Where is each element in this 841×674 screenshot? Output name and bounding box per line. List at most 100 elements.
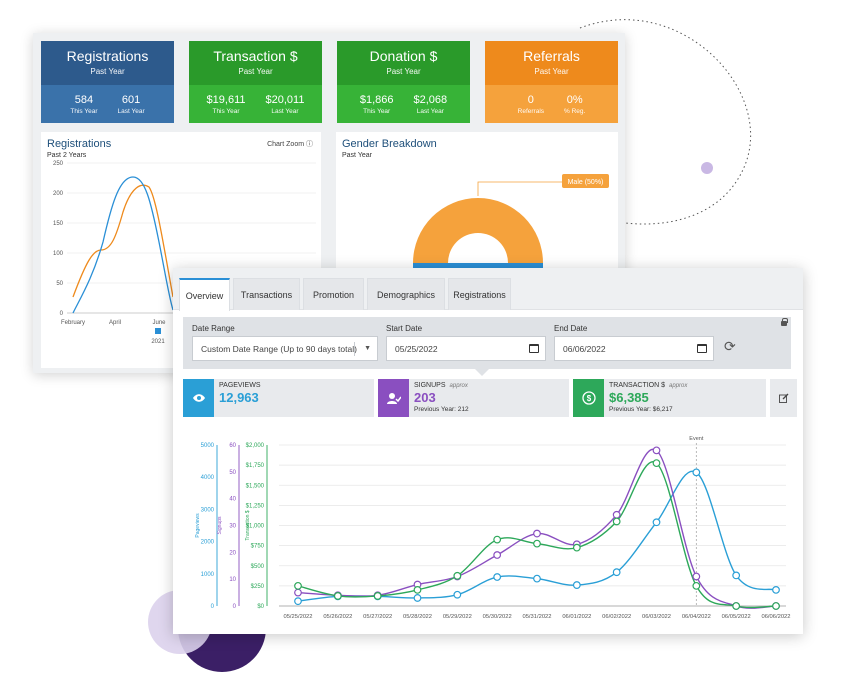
data-point-pageviews[interactable]: [294, 597, 302, 606]
data-point-transactions[interactable]: [294, 581, 302, 590]
axis-tick-transactions: $0: [257, 604, 264, 610]
data-point-transactions[interactable]: [732, 602, 741, 610]
reg-x-tick: June: [152, 320, 166, 326]
x-tick-label: 05/31/2022: [522, 614, 551, 620]
tab-transactions[interactable]: Transactions: [233, 278, 300, 310]
data-point-signups[interactable]: [692, 572, 701, 581]
tab-overview[interactable]: Overview: [179, 278, 230, 311]
metric-label: SIGNUPS approx: [414, 382, 468, 389]
donut-label-box: [562, 174, 609, 188]
metric-value: 203: [414, 390, 436, 405]
axis-tick-signups: 30: [229, 524, 236, 530]
data-point-signups[interactable]: [294, 588, 302, 597]
filter-bar: Date Range Custom Date Range (Up to 90 d…: [183, 317, 791, 369]
stat-card-subtitle: Past Year: [90, 67, 125, 76]
x-tick-label: 05/25/2022: [283, 614, 312, 620]
tab-promotion[interactable]: Promotion: [303, 278, 364, 310]
stat-card-title: Donation $: [369, 48, 438, 64]
svg-text:$: $: [586, 394, 591, 403]
data-point-pageviews[interactable]: [612, 568, 621, 577]
overview-line-chart: Event 5000 4000 3000 2000 1000 0 Pageviews 60 50…: [195, 436, 791, 620]
axis-tick-signups: 0: [233, 604, 237, 610]
stat-label: Last Year: [117, 108, 145, 115]
end-date-label: End Date: [554, 324, 588, 333]
data-point-signups[interactable]: [533, 529, 541, 538]
data-point-pageviews[interactable]: [772, 586, 780, 594]
data-point-transactions[interactable]: [413, 586, 422, 594]
data-point-signups[interactable]: [612, 510, 621, 519]
data-point-transactions[interactable]: [652, 459, 661, 468]
metric-label: TRANSACTION $ approx: [609, 382, 688, 389]
tab-demographics[interactable]: Demographics: [367, 278, 445, 310]
data-point-pageviews[interactable]: [413, 594, 422, 602]
calendar-icon[interactable]: [697, 344, 707, 353]
date-range-label: Date Range: [192, 324, 235, 333]
date-range-select[interactable]: Custom Date Range (Up to 90 days total) …: [192, 336, 378, 361]
data-point-transactions[interactable]: [453, 571, 462, 580]
reg-y-tick: 0: [60, 311, 64, 317]
data-point-transactions[interactable]: [612, 517, 621, 526]
lock-icon[interactable]: [781, 318, 788, 326]
data-point-transactions[interactable]: [772, 602, 780, 610]
stat-label: This Year: [212, 108, 240, 115]
legend-swatch: [155, 328, 161, 334]
registrations-chart: 250 200 150 100 50 0 February April June…: [53, 161, 316, 345]
select-divider: [354, 342, 355, 356]
stat-value: 0%: [566, 94, 583, 106]
data-point-pageviews[interactable]: [493, 573, 502, 581]
axis-label-pageviews: Pageviews: [195, 513, 201, 538]
x-tick-label: 06/04/2022: [682, 614, 711, 620]
data-point-pageviews[interactable]: [453, 590, 462, 599]
data-point-transactions[interactable]: [572, 543, 581, 552]
stat-card-transaction[interactable]: Transaction $ Past Year $19,611 This Year…: [189, 41, 322, 123]
metric-transaction[interactable]: $ TRANSACTION $ approx $6,385 Previous Ye…: [573, 379, 766, 417]
axis-tick-transactions: $1,250: [246, 503, 265, 509]
stat-card-referrals[interactable]: Referrals Past Year 0 Referrals 0% % Reg.: [485, 41, 618, 123]
x-tick-label: 06/03/2022: [642, 614, 671, 620]
data-point-signups[interactable]: [493, 551, 502, 559]
refresh-icon[interactable]: ⟳: [724, 338, 736, 354]
axis-label-signups: Signups: [217, 516, 223, 535]
calendar-icon[interactable]: [529, 344, 539, 353]
x-tick-label: 06/06/2022: [761, 614, 790, 620]
metric-previous: Previous Year: 212: [414, 406, 469, 413]
metric-value: 12,963: [219, 390, 259, 405]
reg-y-tick: 150: [53, 221, 64, 227]
x-tick-label: 06/01/2022: [562, 614, 591, 620]
data-point-transactions[interactable]: [692, 581, 701, 590]
edit-button[interactable]: [770, 379, 797, 417]
stat-label: Referrals: [517, 108, 545, 115]
chart-zoom-button[interactable]: Chart Zoom ⓘ: [267, 141, 313, 148]
stat-card-donation[interactable]: Donation $ Past Year $1,866 This Year $2,…: [337, 41, 470, 123]
data-point-transactions[interactable]: [373, 592, 382, 600]
axis-tick-signups: 40: [229, 497, 236, 503]
end-date-input[interactable]: 06/06/2022: [554, 336, 714, 361]
tab-registrations[interactable]: Registrations: [448, 278, 511, 310]
data-point-transactions[interactable]: [333, 592, 342, 600]
card-title: Gender Breakdown: [342, 138, 437, 150]
reg-y-tick: 200: [53, 191, 64, 197]
eye-icon: [183, 379, 214, 417]
x-tick-label: 05/30/2022: [483, 614, 512, 620]
metric-signups[interactable]: SIGNUPS approx 203 Previous Year: 212: [378, 379, 569, 417]
axis-tick-transactions: $250: [251, 584, 265, 590]
data-point-transactions[interactable]: [493, 535, 502, 544]
data-point-pageviews[interactable]: [732, 571, 741, 580]
metric-pageviews[interactable]: PAGEVIEWS 12,963: [183, 379, 374, 417]
start-date-input[interactable]: 05/25/2022: [386, 336, 546, 361]
data-point-transactions[interactable]: [533, 539, 541, 548]
user-check-icon: [378, 379, 409, 417]
stat-card-subtitle: Past Year: [386, 67, 421, 76]
data-point-pageviews[interactable]: [652, 518, 661, 527]
axis-tick-transactions: $2,000: [246, 443, 265, 449]
donut-slice-male: [413, 198, 543, 263]
legend-label: 2021: [151, 339, 165, 345]
stat-card-title: Registrations: [66, 48, 149, 64]
data-point-signups[interactable]: [652, 446, 661, 455]
data-point-pageviews[interactable]: [692, 468, 701, 477]
donut-label: Male (50%): [568, 179, 604, 186]
data-point-pageviews[interactable]: [533, 574, 541, 583]
axis-tick-pageviews: 5000: [201, 443, 215, 449]
stat-card-registrations[interactable]: Registrations Past Year 584 This Year 601…: [41, 41, 174, 123]
data-point-pageviews[interactable]: [572, 581, 581, 589]
